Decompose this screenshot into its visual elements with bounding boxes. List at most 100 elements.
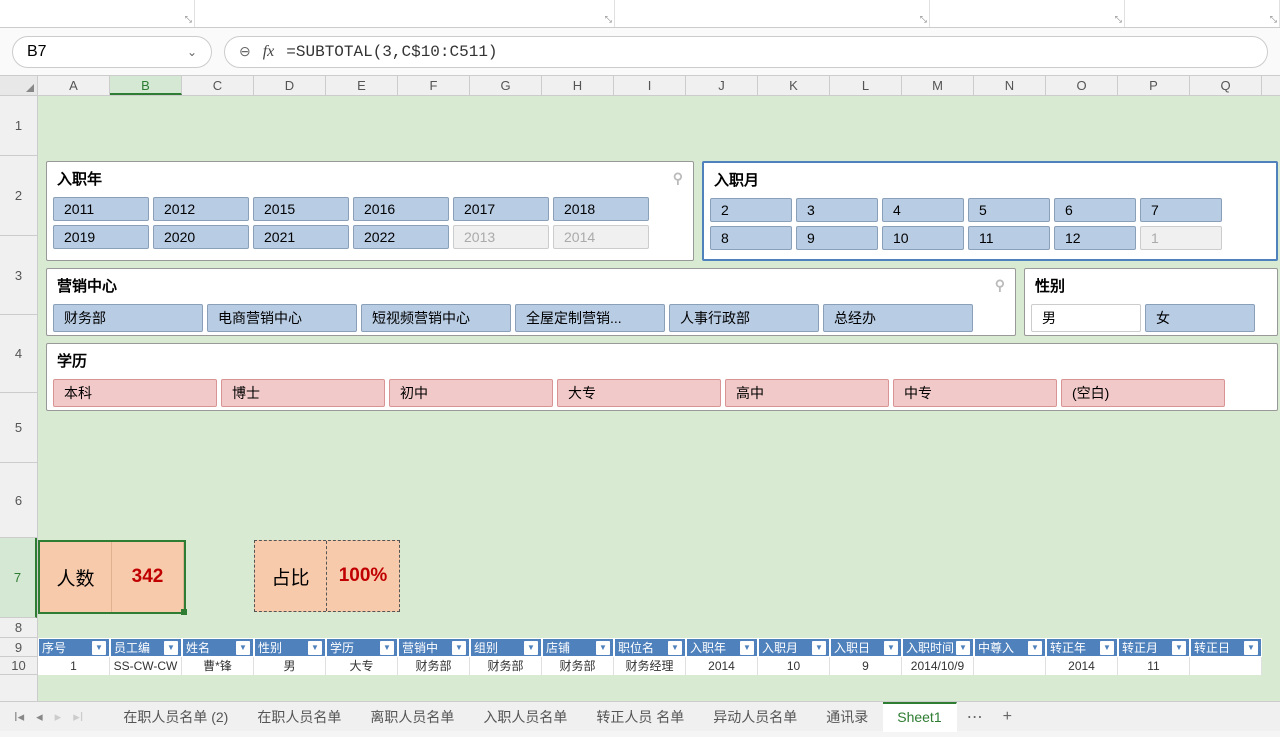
sheet-tab[interactable]: 转正人员 名单 <box>582 702 699 732</box>
slicer-dept[interactable]: 营销中心 ⚲ 财务部电商营销中心短视频营销中心全屋定制营销...人事行政部总经办 <box>46 268 1016 336</box>
tab-add-button[interactable]: + <box>993 708 1022 726</box>
slicer-item[interactable]: 2014 <box>553 225 649 249</box>
slicer-item[interactable]: 2017 <box>453 197 549 221</box>
formula-input-area[interactable]: ⊖ fx =SUBTOTAL(3,C$10:C511) <box>224 36 1268 68</box>
filter-icon[interactable]: ▼ <box>164 641 178 655</box>
slicer-item[interactable]: 2020 <box>153 225 249 249</box>
slicer-item[interactable]: 2012 <box>153 197 249 221</box>
slicer-item[interactable]: 10 <box>882 226 964 250</box>
sheet-tab[interactable]: 在职人员名单 (2) <box>109 702 243 732</box>
sheet-tab[interactable]: 入职人员名单 <box>469 702 582 732</box>
slicer-item[interactable]: 2 <box>710 198 792 222</box>
slicer-item[interactable]: 7 <box>1140 198 1222 222</box>
column-header[interactable]: P <box>1118 76 1190 95</box>
column-header[interactable]: E <box>326 76 398 95</box>
slicer-item[interactable]: 女 <box>1145 304 1255 332</box>
sheet-tab[interactable]: 通讯录 <box>812 702 883 732</box>
slicer-item[interactable]: 4 <box>882 198 964 222</box>
table-column-header[interactable]: 转正年▼ <box>1046 638 1118 657</box>
column-header[interactable]: L <box>830 76 902 95</box>
filter-icon[interactable]: ▼ <box>668 641 682 655</box>
slicer-item[interactable]: 6 <box>1054 198 1136 222</box>
slicer-edu[interactable]: 学历 本科博士初中大专高中中专(空白) <box>46 343 1278 411</box>
slicer-item[interactable]: 5 <box>968 198 1050 222</box>
slicer-item[interactable]: 2015 <box>253 197 349 221</box>
tab-prev-button[interactable]: ◂ <box>30 709 49 725</box>
column-header[interactable]: J <box>686 76 758 95</box>
filter-icon[interactable]: ▼ <box>956 641 970 655</box>
slicer-item[interactable]: 高中 <box>725 379 889 407</box>
column-header[interactable]: A <box>38 76 110 95</box>
slicer-item[interactable]: 3 <box>796 198 878 222</box>
table-column-header[interactable]: 店铺▼ <box>542 638 614 657</box>
pin-icon[interactable]: ⚲ <box>673 170 683 187</box>
table-column-header[interactable]: 转正月▼ <box>1118 638 1190 657</box>
tab-first-button[interactable]: I◂ <box>8 709 30 725</box>
table-column-header[interactable]: 职位名▼ <box>614 638 686 657</box>
row-header[interactable]: 3 <box>0 236 37 315</box>
table-column-header[interactable]: 入职月▼ <box>758 638 830 657</box>
cells-area[interactable]: 入职年 ⚲ 2011201220152016201720182019202020… <box>38 96 1280 701</box>
table-column-header[interactable]: 员工编▼ <box>110 638 182 657</box>
select-all-corner[interactable] <box>0 76 38 95</box>
filter-icon[interactable]: ▼ <box>1244 641 1258 655</box>
slicer-item[interactable]: 中专 <box>893 379 1057 407</box>
slicer-item[interactable]: 短视频营销中心 <box>361 304 511 332</box>
table-column-header[interactable]: 入职时间▼ <box>902 638 974 657</box>
column-header[interactable]: G <box>470 76 542 95</box>
row-header[interactable]: 1 <box>0 96 37 156</box>
row-header[interactable]: 8 <box>0 618 37 638</box>
column-header[interactable]: C <box>182 76 254 95</box>
slicer-item[interactable]: 2011 <box>53 197 149 221</box>
filter-icon[interactable]: ▼ <box>884 641 898 655</box>
slicer-item[interactable]: 2018 <box>553 197 649 221</box>
slicer-item[interactable]: 2016 <box>353 197 449 221</box>
row-header[interactable]: 4 <box>0 315 37 393</box>
slicer-item[interactable]: 总经办 <box>823 304 973 332</box>
table-column-header[interactable]: 中尊入▼ <box>974 638 1046 657</box>
filter-icon[interactable]: ▼ <box>1100 641 1114 655</box>
table-column-header[interactable]: 序号▼ <box>38 638 110 657</box>
slicer-item[interactable]: 8 <box>710 226 792 250</box>
table-column-header[interactable]: 转正日▼ <box>1190 638 1262 657</box>
sheet-tab[interactable]: 在职人员名单 <box>243 702 356 732</box>
column-header[interactable]: B <box>110 76 182 95</box>
slicer-item[interactable]: 大专 <box>557 379 721 407</box>
slicer-year[interactable]: 入职年 ⚲ 2011201220152016201720182019202020… <box>46 161 694 261</box>
slicer-item[interactable]: 财务部 <box>53 304 203 332</box>
row-header[interactable]: 6 <box>0 463 37 538</box>
zoom-out-icon[interactable]: ⊖ <box>239 43 251 60</box>
sheet-tab[interactable]: 异动人员名单 <box>699 702 812 732</box>
tab-next-button[interactable]: ▸ <box>49 709 68 725</box>
table-column-header[interactable]: 入职日▼ <box>830 638 902 657</box>
table-column-header[interactable]: 组别▼ <box>470 638 542 657</box>
slicer-item[interactable]: 2022 <box>353 225 449 249</box>
fx-icon[interactable]: fx <box>263 43 275 61</box>
tab-last-button[interactable]: ▸I <box>67 709 89 725</box>
slicer-item[interactable]: 2019 <box>53 225 149 249</box>
pin-icon[interactable]: ⚲ <box>995 277 1005 294</box>
column-header[interactable]: K <box>758 76 830 95</box>
column-header[interactable]: N <box>974 76 1046 95</box>
slicer-item[interactable]: 12 <box>1054 226 1136 250</box>
name-box[interactable]: B7 ⌄ <box>12 36 212 68</box>
filter-icon[interactable]: ▼ <box>1028 641 1042 655</box>
column-header[interactable]: D <box>254 76 326 95</box>
table-column-header[interactable]: 入职年▼ <box>686 638 758 657</box>
slicer-item[interactable]: 2021 <box>253 225 349 249</box>
row-header[interactable]: 5 <box>0 393 37 463</box>
filter-icon[interactable]: ▼ <box>308 641 322 655</box>
slicer-item[interactable]: 电商营销中心 <box>207 304 357 332</box>
tab-more-button[interactable]: ⋯ <box>957 707 993 727</box>
column-header[interactable]: O <box>1046 76 1118 95</box>
slicer-item[interactable]: 本科 <box>53 379 217 407</box>
column-header[interactable]: I <box>614 76 686 95</box>
slicer-item[interactable]: 2013 <box>453 225 549 249</box>
row-header[interactable]: 10 <box>0 657 37 675</box>
row-header[interactable]: 2 <box>0 156 37 236</box>
slicer-item[interactable]: 全屋定制营销... <box>515 304 665 332</box>
column-header[interactable]: H <box>542 76 614 95</box>
slicer-item[interactable]: 11 <box>968 226 1050 250</box>
table-column-header[interactable]: 姓名▼ <box>182 638 254 657</box>
slicer-month[interactable]: 入职月 234567891011121 <box>702 161 1278 261</box>
